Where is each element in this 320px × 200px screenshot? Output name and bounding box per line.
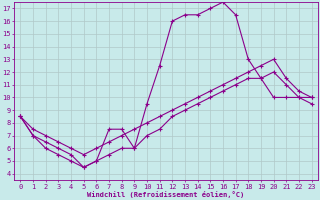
X-axis label: Windchill (Refroidissement éolien,°C): Windchill (Refroidissement éolien,°C): [87, 191, 244, 198]
